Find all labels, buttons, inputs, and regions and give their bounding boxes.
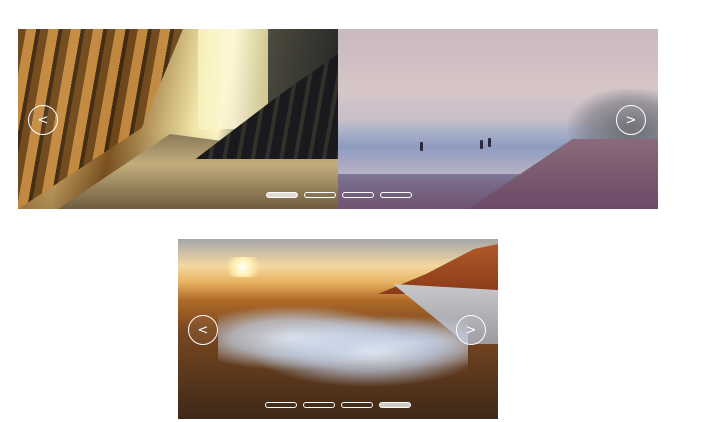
slide-indicator-1[interactable] xyxy=(265,402,297,408)
previous-slide-button[interactable]: < xyxy=(28,105,58,135)
slide-frozen-road-sunset-photo xyxy=(178,239,498,419)
hall-window-light xyxy=(198,29,268,129)
beach-person xyxy=(488,138,491,147)
slide-indicator-4[interactable] xyxy=(379,402,411,408)
slide-indicator-2[interactable] xyxy=(304,192,336,198)
slide-indicator-4[interactable] xyxy=(380,192,412,198)
slide-beach-photo xyxy=(338,29,658,209)
road-hill xyxy=(378,244,498,294)
next-slide-button[interactable]: > xyxy=(616,105,646,135)
slide-indicator-2[interactable] xyxy=(303,402,335,408)
image-carousel-bottom: < > xyxy=(178,239,498,419)
slide-indicator-3[interactable] xyxy=(342,192,374,198)
road-snow-patch xyxy=(218,304,468,389)
beach-person xyxy=(420,142,423,151)
beach-person xyxy=(480,140,483,149)
slide-hall-interior-photo xyxy=(18,29,338,209)
slide-indicators xyxy=(266,192,412,198)
previous-slide-button[interactable]: < xyxy=(188,315,218,345)
next-slide-button[interactable]: > xyxy=(456,315,486,345)
road-sun xyxy=(223,257,263,277)
slide-indicator-3[interactable] xyxy=(341,402,373,408)
slide-indicator-1[interactable] xyxy=(266,192,298,198)
image-carousel-top: < > xyxy=(18,29,658,209)
slide-indicators xyxy=(265,402,411,408)
